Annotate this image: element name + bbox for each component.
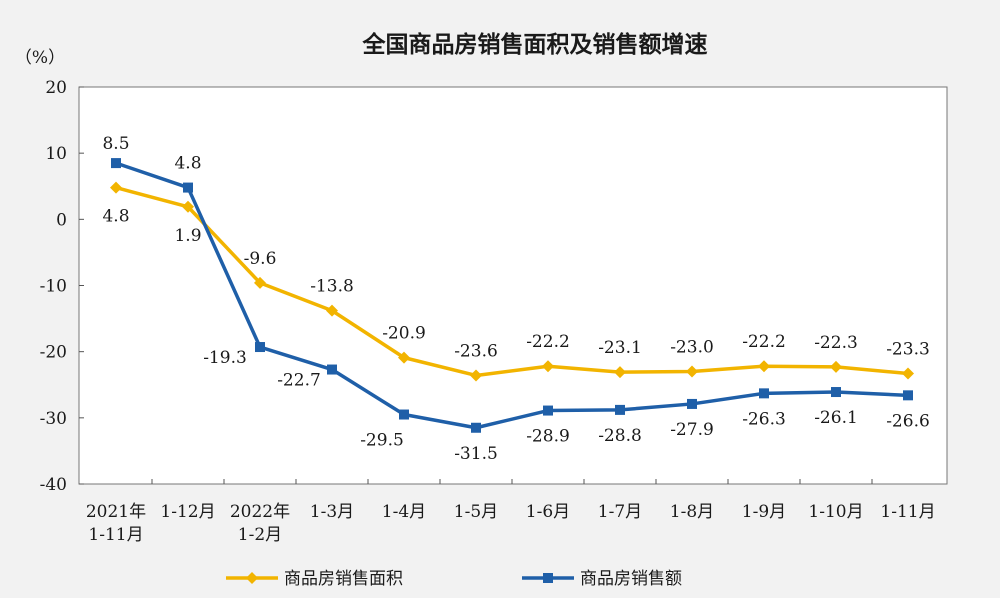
data-label: -22.2 — [742, 332, 786, 352]
data-point — [543, 405, 553, 416]
x-tick-label: 1-3月 — [310, 502, 354, 522]
data-point — [398, 351, 410, 364]
x-tick-label: 1-2月 — [238, 525, 282, 545]
y-tick-label: 10 — [45, 144, 67, 164]
data-point — [902, 367, 914, 380]
x-tick-label: 1-6月 — [526, 502, 570, 522]
data-labels: 4.8 1.9 -9.6 -13.8 -20.9 -23.6 -22.2 -23.1 -23.0… — [102, 134, 929, 464]
data-label: -27.9 — [670, 420, 714, 440]
data-point — [687, 398, 697, 409]
data-point — [110, 181, 122, 194]
data-label: -23.6 — [454, 341, 498, 361]
data-point — [182, 200, 194, 213]
data-label: 4.8 — [174, 154, 201, 174]
data-point — [470, 369, 482, 382]
data-label: -26.3 — [742, 409, 786, 429]
legend-label: 商品房销售面积 — [284, 569, 403, 589]
data-point — [614, 366, 626, 379]
y-tick-label: -10 — [40, 277, 67, 297]
legend-marker — [246, 572, 258, 584]
y-tick-label: -20 — [40, 343, 67, 363]
x-tick-label: 1-5月 — [454, 502, 498, 522]
x-tick-label: 1-9月 — [742, 502, 786, 522]
y-tick-label: 20 — [45, 78, 67, 98]
x-tick-label: 1-4月 — [382, 502, 426, 522]
data-label: 8.5 — [102, 134, 129, 154]
data-point — [399, 409, 409, 420]
y-axis-label: （%） — [15, 48, 65, 68]
x-tick-label: 2021年 — [86, 502, 146, 522]
data-point — [111, 158, 121, 169]
data-point — [759, 388, 769, 399]
data-label: 4.8 — [102, 207, 129, 227]
data-label: -23.0 — [670, 338, 714, 358]
data-label: -28.8 — [598, 426, 642, 446]
data-label: -9.6 — [244, 249, 277, 269]
data-point — [830, 360, 842, 373]
y-tick-label: -40 — [40, 475, 67, 495]
data-point — [686, 365, 698, 378]
data-point — [542, 360, 554, 373]
data-point — [615, 404, 625, 415]
x-tick-label: 1-12月 — [160, 502, 215, 522]
data-point — [183, 182, 193, 193]
y-axis-ticks: 20 10 0 -10 -20 -30 -40 — [40, 78, 84, 495]
data-point — [326, 304, 338, 317]
data-point — [831, 387, 841, 398]
data-label: -28.9 — [526, 427, 570, 447]
data-label: -22.3 — [814, 333, 858, 353]
x-tick-label: 1-11月 — [880, 502, 935, 522]
x-axis-ticks: 2021年 1-11月 1-12月 2022年 1-2月 1-3月 1-4月 1-5月 1-6月… — [86, 479, 936, 545]
data-point — [758, 360, 770, 373]
data-label: -29.5 — [360, 431, 404, 451]
data-point — [254, 276, 266, 289]
x-tick-label: 2022年 — [230, 502, 290, 522]
data-label: -22.7 — [277, 371, 321, 391]
legend: 商品房销售面积 商品房销售额 — [226, 569, 682, 589]
series-line-2 — [115, 161, 909, 430]
legend-label: 商品房销售额 — [580, 569, 682, 589]
data-point — [327, 364, 337, 375]
data-label: -22.2 — [526, 332, 570, 352]
x-tick-label: 1-7月 — [598, 502, 642, 522]
legend-marker — [543, 573, 553, 583]
x-tick-label: 1-10月 — [808, 502, 863, 522]
data-label: 1.9 — [174, 226, 201, 246]
data-label: -19.3 — [203, 348, 247, 368]
data-label: -13.8 — [310, 277, 354, 297]
data-label: -31.5 — [454, 444, 498, 464]
x-tick-label: 1-11月 — [88, 525, 143, 545]
data-point — [471, 422, 481, 433]
data-point — [903, 390, 913, 401]
data-label: -26.1 — [814, 408, 858, 428]
data-label: -20.9 — [382, 324, 426, 344]
data-label: -23.3 — [886, 340, 930, 360]
series-line-1 — [115, 185, 909, 378]
x-tick-label: 1-8月 — [670, 502, 714, 522]
series-layer — [110, 158, 914, 433]
data-label: -26.6 — [886, 411, 930, 431]
data-point — [255, 342, 265, 353]
y-tick-label: -30 — [40, 409, 67, 429]
y-tick-label: 0 — [56, 210, 67, 230]
chart-title: 全国商品房销售面积及销售额增速 — [362, 31, 708, 58]
data-label: -23.1 — [598, 338, 642, 358]
